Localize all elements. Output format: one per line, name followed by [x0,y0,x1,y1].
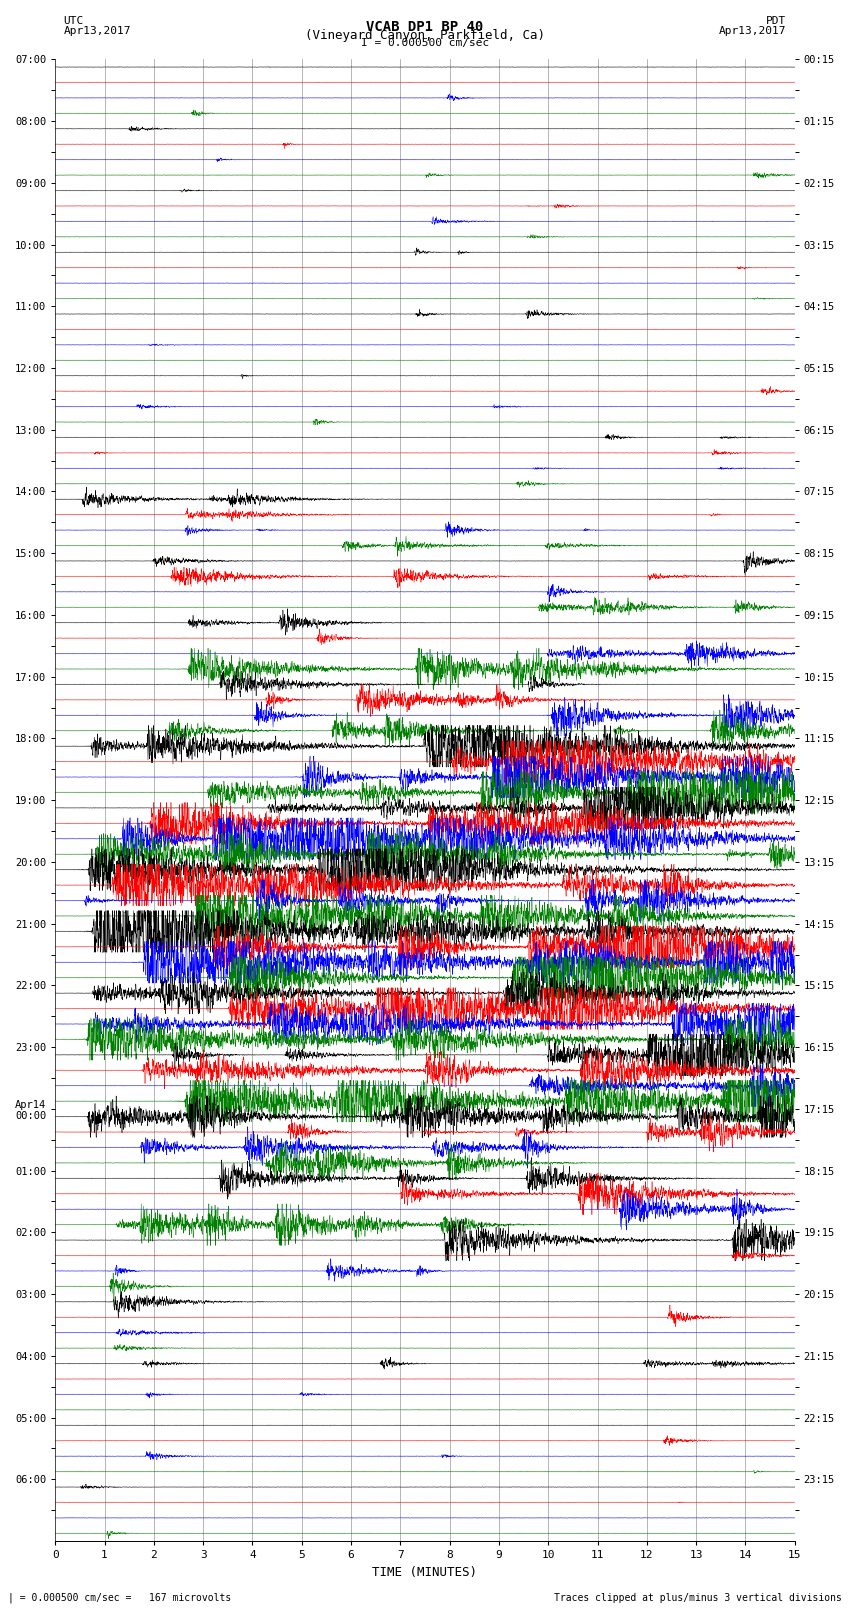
Text: PDT: PDT [766,16,786,26]
Text: Traces clipped at plus/minus 3 vertical divisions: Traces clipped at plus/minus 3 vertical … [553,1594,842,1603]
Text: Apr13,2017: Apr13,2017 [719,26,786,35]
Text: Apr13,2017: Apr13,2017 [64,26,131,35]
Text: I = 0.000500 cm/sec: I = 0.000500 cm/sec [361,37,489,48]
X-axis label: TIME (MINUTES): TIME (MINUTES) [372,1566,478,1579]
Text: (Vineyard Canyon, Parkfield, Ca): (Vineyard Canyon, Parkfield, Ca) [305,29,545,42]
Text: | = 0.000500 cm/sec =   167 microvolts: | = 0.000500 cm/sec = 167 microvolts [8,1592,232,1603]
Text: VCAB DP1 BP 40: VCAB DP1 BP 40 [366,19,484,34]
Text: UTC: UTC [64,16,84,26]
